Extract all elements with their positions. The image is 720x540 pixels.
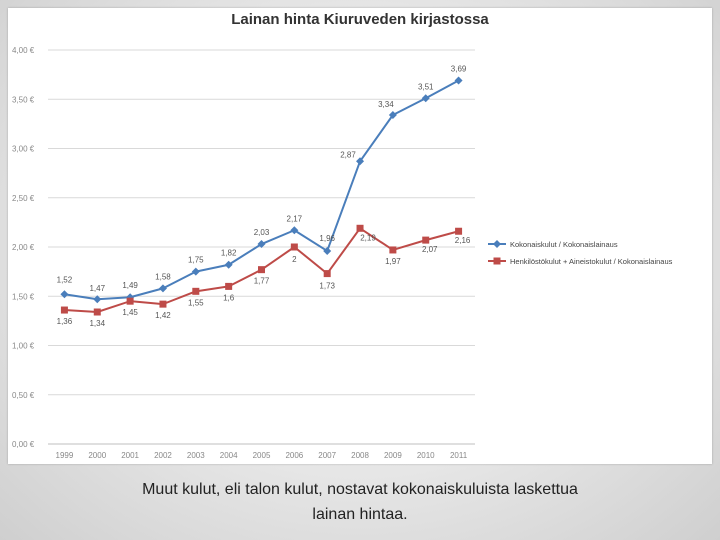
y-tick-label: 2,50 €	[12, 194, 35, 203]
x-tick-label: 2005	[253, 451, 271, 460]
data-point	[422, 236, 430, 244]
data-point	[224, 260, 233, 269]
data-point	[93, 308, 101, 316]
data-point	[60, 290, 69, 299]
data-label: 2,16	[455, 236, 471, 245]
data-label: 1,96	[319, 234, 335, 243]
data-point	[290, 226, 299, 235]
data-label: 3,34	[378, 100, 394, 109]
data-point	[225, 282, 233, 290]
data-label: 3,51	[418, 82, 434, 91]
y-tick-label: 0,50 €	[12, 391, 35, 400]
data-label: 1,82	[221, 249, 237, 258]
data-label: 1,36	[57, 317, 73, 326]
data-point	[323, 270, 331, 278]
y-tick-label: 1,50 €	[12, 292, 35, 301]
x-tick-label: 2001	[121, 451, 139, 460]
y-tick-label: 3,00 €	[12, 145, 35, 154]
data-point	[454, 76, 463, 85]
slide-caption: Muut kulut, eli talon kulut, nostavat ko…	[40, 477, 680, 527]
data-label: 2,87	[340, 150, 356, 159]
x-tick-label: 2007	[318, 451, 336, 460]
data-point	[455, 227, 463, 235]
y-tick-label: 0,00 €	[12, 440, 35, 449]
x-tick-label: 2003	[187, 451, 205, 460]
data-label: 1,42	[155, 311, 171, 320]
y-tick-label: 4,00 €	[12, 46, 35, 55]
data-label: 2,03	[254, 228, 270, 237]
y-tick-label: 3,50 €	[12, 95, 35, 104]
data-label: 1,6	[223, 293, 235, 302]
chart-title: Lainan hinta Kiuruveden kirjastossa	[231, 11, 489, 28]
data-label: 1,97	[385, 257, 401, 266]
legend-label: Kokonaiskulut / Kokonaislainaus	[510, 240, 618, 249]
data-point	[191, 267, 200, 276]
x-tick-label: 2008	[351, 451, 369, 460]
data-point	[290, 243, 298, 251]
caption-line-1: Muut kulut, eli talon kulut, nostavat ko…	[142, 481, 578, 498]
data-point	[60, 306, 68, 314]
data-label: 1,47	[89, 284, 105, 293]
data-label: 1,75	[188, 256, 204, 265]
data-label: 1,49	[122, 281, 138, 290]
x-tick-label: 2000	[88, 451, 106, 460]
data-point	[389, 246, 397, 254]
data-label: 1,77	[254, 277, 270, 286]
caption-line-2: lainan hintaa.	[312, 506, 408, 523]
legend-marker	[493, 257, 501, 265]
x-tick-label: 2009	[384, 451, 402, 460]
legend-marker	[493, 240, 501, 248]
legend-label: Henkilöstökulut + Aineistokulut / Kokona…	[510, 257, 673, 266]
data-point	[158, 284, 167, 293]
x-tick-label: 2004	[220, 451, 238, 460]
data-point	[388, 111, 397, 120]
data-label: 2,07	[422, 245, 438, 254]
y-tick-label: 2,00 €	[12, 243, 35, 252]
data-point	[258, 266, 265, 274]
data-label: 1,52	[57, 275, 73, 284]
y-tick-label: 1,00 €	[12, 342, 35, 351]
x-tick-label: 2002	[154, 451, 172, 460]
data-point	[93, 295, 102, 304]
data-point	[356, 157, 365, 166]
data-point	[192, 287, 200, 295]
data-point	[126, 297, 134, 305]
x-tick-label: 2010	[417, 451, 435, 460]
data-point	[159, 300, 167, 308]
data-label: 2	[292, 255, 297, 264]
x-tick-label: 2011	[450, 451, 468, 460]
data-point	[421, 94, 430, 103]
data-label: 2,19	[360, 233, 376, 242]
data-label: 2,17	[287, 214, 303, 223]
chart-area	[8, 8, 712, 464]
data-label: 1,55	[188, 298, 204, 307]
data-label: 3,69	[451, 65, 467, 74]
data-point	[257, 240, 266, 249]
data-point	[323, 246, 332, 255]
data-label: 1,34	[89, 319, 105, 328]
line-chart: 0,00 € 0,50 € 1,00 € 1,50 € 2,00 € 2,50 € 3,00…	[12, 46, 673, 460]
data-label: 1,73	[319, 282, 335, 291]
data-label: 1,45	[122, 308, 138, 317]
x-tick-label: 2006	[285, 451, 303, 460]
x-tick-label: 1999	[56, 451, 74, 460]
data-point	[356, 224, 364, 232]
data-label: 1,58	[155, 272, 171, 281]
